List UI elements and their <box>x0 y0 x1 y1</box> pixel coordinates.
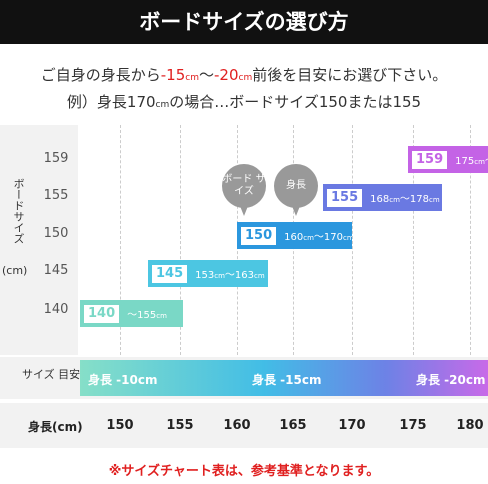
text-segment: cm <box>474 158 485 166</box>
guide-bar <box>80 360 488 396</box>
text-segment: cm <box>303 234 314 242</box>
guide-text: 身長 -10cm <box>88 373 158 387</box>
text-segment: 〜170 <box>313 232 343 243</box>
text-segment: 〜163 <box>224 270 254 281</box>
size-bar: 145 153cm〜163cm <box>148 260 268 287</box>
height-label: 身長(cm) <box>28 420 83 434</box>
height-range: 160cm〜170cm <box>284 228 352 243</box>
y-tick-label: 140 <box>43 302 69 317</box>
text-segment: cm <box>429 196 440 204</box>
callout-pointer <box>292 206 300 216</box>
height-tick: 170 <box>338 418 366 433</box>
text-segment: cm <box>389 196 400 204</box>
guide-text: 身長 -15cm <box>252 373 322 387</box>
grid-line <box>470 125 471 355</box>
text-segment: 160 <box>284 232 304 243</box>
text-segment: cm <box>155 100 170 110</box>
text-segment: 例）身長170 <box>66 93 156 111</box>
size-box: 159 <box>412 150 448 169</box>
height-tick: 180 <box>456 418 484 433</box>
y-axis-label: ボードサイズ <box>12 178 25 244</box>
grid-line <box>180 125 181 355</box>
height-range: 168cm〜178cm <box>370 190 440 205</box>
height-tick: 150 <box>106 418 134 433</box>
height-row <box>0 403 488 448</box>
text-segment: cm <box>185 73 199 83</box>
text-segment: 175 <box>455 156 475 167</box>
height-range: 175cm〜 <box>455 152 488 167</box>
text-segment: -15 <box>160 66 186 84</box>
callout: 身長 <box>274 164 318 208</box>
y-tick-label: 155 <box>43 188 69 203</box>
callout-pointer <box>240 206 248 216</box>
size-box: 145 <box>152 264 188 283</box>
size-bar: 155 168cm〜178cm <box>323 184 442 211</box>
grid-line <box>120 125 121 355</box>
callout: ボード サイズ <box>222 164 266 208</box>
height-range: 〜155cm <box>127 306 167 321</box>
text-segment: cm <box>156 312 167 320</box>
guide-label: サイズ 目安 <box>22 368 81 381</box>
grid-line <box>352 125 353 355</box>
text-segment: 153 <box>195 270 215 281</box>
text-segment: 〜 <box>198 66 214 84</box>
text-segment: cm <box>254 272 265 280</box>
text-segment: cm <box>214 272 225 280</box>
y-tick-label: 150 <box>43 226 69 241</box>
y-tick-label: 145 <box>43 263 69 278</box>
text-segment: 〜 <box>485 156 488 167</box>
height-range: 153cm〜163cm <box>195 266 265 281</box>
guide-text: 身長 -20cm <box>416 373 486 387</box>
text-segment: の場合…ボードサイズ150または155 <box>169 93 422 111</box>
size-box: 140 <box>84 304 120 323</box>
grid-line <box>413 125 414 355</box>
size-bar: 159 175cm〜 <box>408 146 488 173</box>
text-segment: 〜178 <box>399 194 429 205</box>
text-segment: 前後を目安にお選び下さい。 <box>252 66 448 84</box>
text-segment: 168 <box>370 194 390 205</box>
text-segment: cm <box>343 234 352 242</box>
text-segment: ご自身の身長から <box>40 66 161 84</box>
height-tick: 160 <box>223 418 251 433</box>
intro-line1: ご自身の身長から-15cm〜-20cm前後を目安にお選び下さい。 <box>0 64 488 85</box>
size-bar: 150 160cm〜170cm <box>237 222 352 249</box>
height-tick: 165 <box>279 418 307 433</box>
text-segment: -20 <box>214 66 239 84</box>
axis-panel <box>0 125 78 355</box>
text-segment: cm <box>238 73 253 83</box>
height-tick: 155 <box>166 418 194 433</box>
intro-line2: 例）身長170cmの場合…ボードサイズ150または155 <box>0 91 488 112</box>
size-box: 155 <box>327 188 363 207</box>
y-tick-label: 159 <box>43 151 69 166</box>
y-axis-unit: (cm) <box>2 264 28 277</box>
size-box: 150 <box>241 226 277 245</box>
text-segment: 〜155 <box>127 310 157 321</box>
footer-note: ※サイズチャート表は、参考基準となります。 <box>108 464 380 479</box>
title: ボードサイズの選び方 <box>0 0 488 44</box>
height-tick: 175 <box>399 418 427 433</box>
size-bar: 140 〜155cm <box>80 300 183 327</box>
